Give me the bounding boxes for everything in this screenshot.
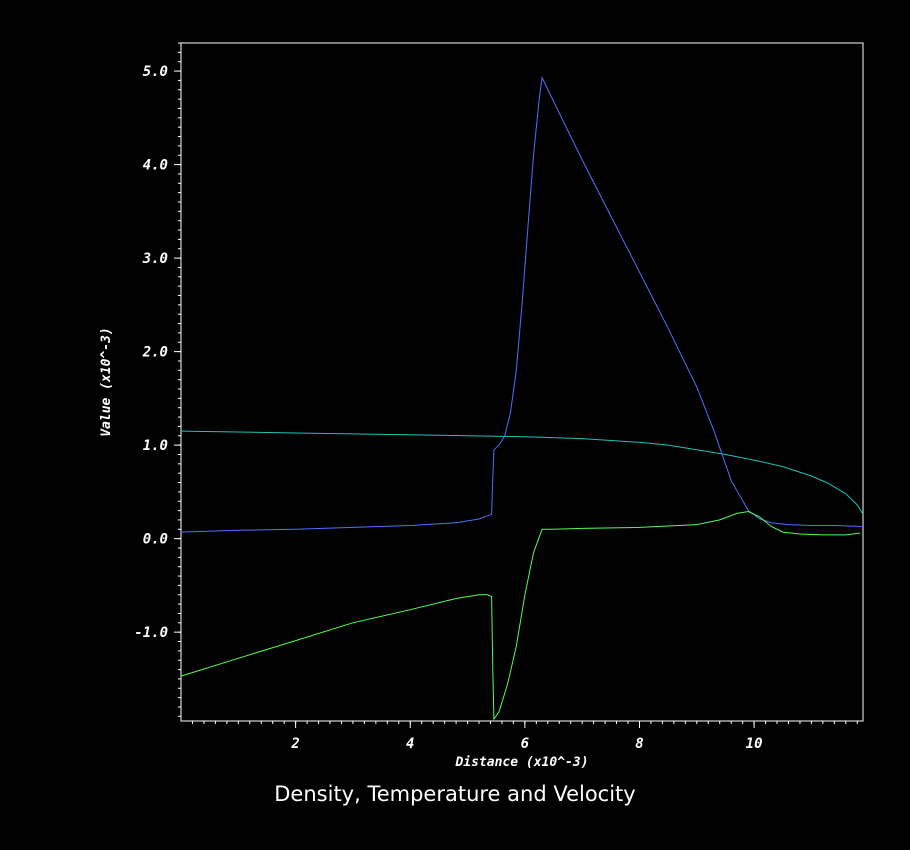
x-tick-label: 8: [635, 736, 643, 752]
series-layer: [180, 75, 864, 721]
x-tick-label: 10: [746, 736, 763, 752]
major-ticks: [174, 70, 755, 728]
y-axis-label: Value (x10^-3): [99, 327, 114, 437]
series-line-3: [180, 510, 861, 721]
series-line-1: [180, 430, 864, 515]
x-tick-label: 4: [406, 736, 414, 752]
x-tick-label: 6: [521, 736, 529, 752]
y-tick-label: 0.0: [143, 532, 168, 548]
chart-title: Density, Temperature and Velocity: [274, 782, 636, 806]
minor-ticks: [178, 42, 858, 724]
y-tick-label: 5.0: [143, 64, 168, 80]
y-tick-label: 1.0: [143, 438, 168, 454]
x-tick-label: 2: [290, 736, 299, 752]
y-tick-label: -1.0: [134, 625, 168, 641]
series-line-2: [180, 75, 864, 533]
x-axis-label: Distance (x10^-3): [454, 755, 588, 770]
plot-frame: [180, 42, 864, 722]
y-tick-label: 3.0: [142, 251, 168, 267]
y-tick-label: 2.0: [142, 345, 168, 361]
y-tick-label: 4.0: [143, 158, 168, 174]
tick-labels: -1.0 0.0 1.0 2.0 3.0 4.0 5.0 2 4 6 8 10: [134, 64, 762, 752]
